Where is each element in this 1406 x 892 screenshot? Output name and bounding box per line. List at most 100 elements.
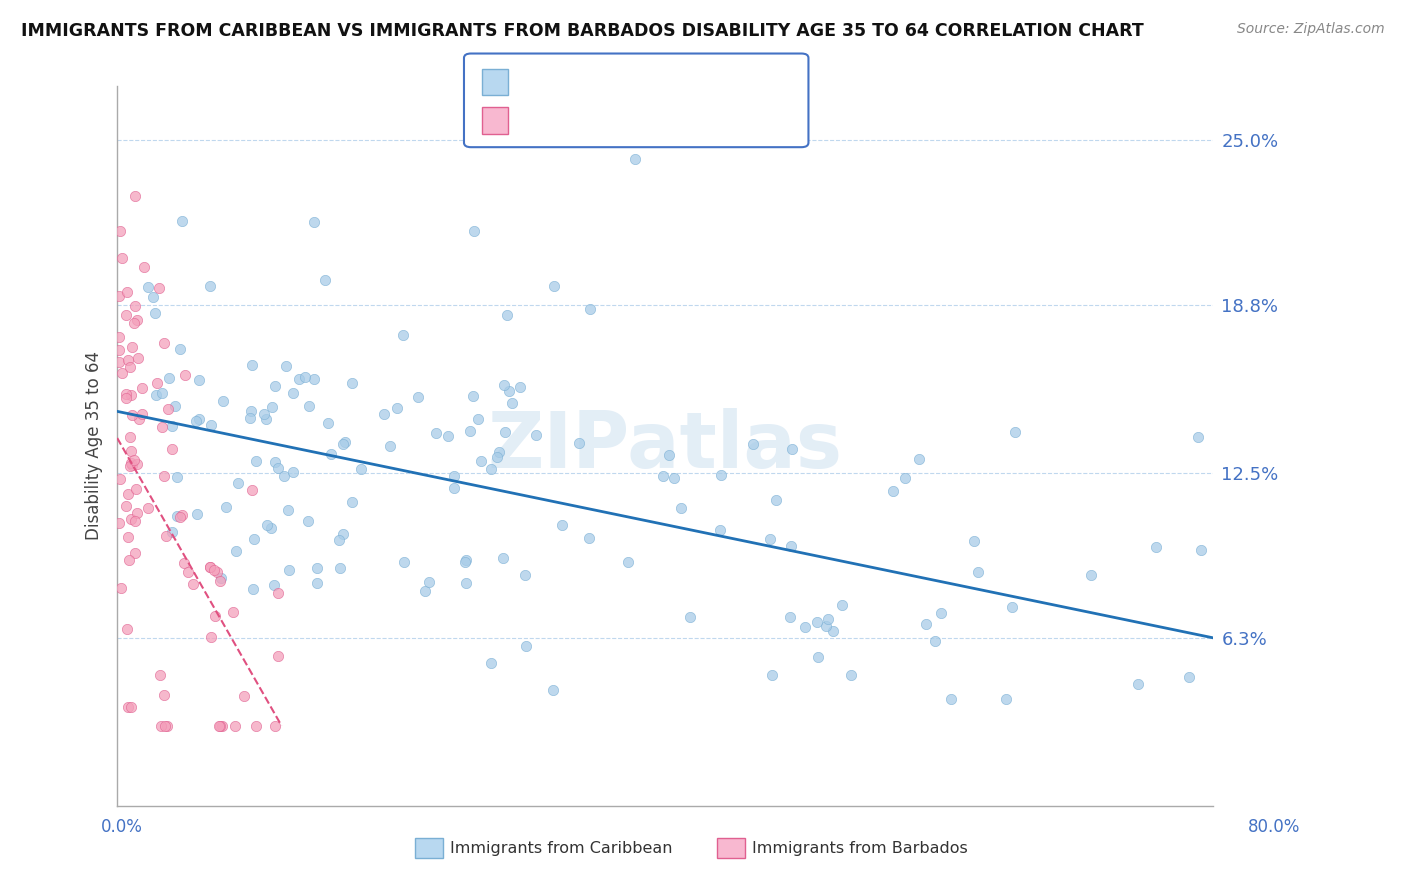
Point xyxy=(120,699,142,714)
Point xyxy=(831,598,853,612)
Point xyxy=(245,454,267,468)
Point xyxy=(765,492,787,507)
Point xyxy=(807,649,830,664)
Point xyxy=(242,582,264,597)
Point xyxy=(115,387,138,401)
Text: 0.0%: 0.0% xyxy=(101,818,143,836)
Y-axis label: Disability Age 35 to 64: Disability Age 35 to 64 xyxy=(86,351,103,541)
Point xyxy=(328,533,350,547)
Point xyxy=(148,667,170,681)
Point xyxy=(941,692,963,706)
Point xyxy=(200,630,222,644)
Point xyxy=(281,466,304,480)
Point xyxy=(914,616,936,631)
Point xyxy=(332,436,354,450)
Point xyxy=(321,447,343,461)
Point xyxy=(186,507,208,521)
Point xyxy=(314,273,336,287)
Point xyxy=(425,425,447,440)
Text: 146: 146 xyxy=(668,71,703,89)
Point xyxy=(211,570,233,584)
Point xyxy=(173,557,195,571)
Point xyxy=(578,531,600,545)
Point xyxy=(294,369,316,384)
Point xyxy=(125,506,148,520)
Point xyxy=(108,330,131,344)
Point xyxy=(929,606,952,620)
Point xyxy=(277,563,299,577)
Point xyxy=(239,410,262,425)
Point xyxy=(779,610,801,624)
Point xyxy=(150,719,173,733)
Point xyxy=(157,371,180,385)
Point xyxy=(176,565,198,579)
Point xyxy=(128,412,150,426)
Point xyxy=(117,699,139,714)
Point xyxy=(267,460,290,475)
Text: -0.159: -0.159 xyxy=(553,110,612,128)
Point xyxy=(169,510,191,524)
Point xyxy=(467,412,489,426)
Point xyxy=(108,343,131,357)
Point xyxy=(962,534,984,549)
Point xyxy=(121,458,143,472)
Text: N =: N = xyxy=(628,110,665,128)
Point xyxy=(117,353,139,368)
Point xyxy=(256,518,278,533)
Point xyxy=(127,351,149,366)
Point xyxy=(488,445,510,459)
Point xyxy=(172,213,194,227)
Point xyxy=(679,610,702,624)
Point xyxy=(120,444,142,458)
Point xyxy=(117,622,139,636)
Point xyxy=(260,401,283,415)
Point xyxy=(111,366,134,380)
Point xyxy=(110,224,132,238)
Text: -0.527: -0.527 xyxy=(553,71,612,89)
Point xyxy=(245,719,267,733)
Point xyxy=(780,540,803,554)
Point xyxy=(515,639,537,653)
Point xyxy=(454,555,477,569)
Text: N =: N = xyxy=(628,71,665,89)
Point xyxy=(543,683,565,698)
Point xyxy=(114,308,136,322)
Point xyxy=(225,543,247,558)
Point xyxy=(145,376,167,391)
Point xyxy=(1128,677,1150,691)
Point xyxy=(1080,567,1102,582)
Point xyxy=(463,224,485,238)
Point xyxy=(118,553,141,567)
Point xyxy=(124,546,146,560)
Point xyxy=(118,360,141,375)
Point xyxy=(443,468,465,483)
Point xyxy=(132,260,155,275)
Point xyxy=(252,407,274,421)
Point xyxy=(160,442,183,457)
Point xyxy=(120,430,142,444)
Point xyxy=(1189,542,1212,557)
Point xyxy=(108,355,131,369)
Point xyxy=(200,418,222,433)
Point xyxy=(150,420,173,434)
Point xyxy=(150,386,173,401)
Point xyxy=(108,516,131,530)
Point xyxy=(157,402,180,417)
Point xyxy=(117,530,139,544)
Point xyxy=(373,407,395,421)
Point xyxy=(274,359,297,374)
Point xyxy=(115,499,138,513)
Point xyxy=(297,514,319,528)
Point xyxy=(226,476,249,491)
Point xyxy=(513,568,536,582)
Point xyxy=(1144,540,1167,554)
Point xyxy=(209,719,232,733)
Point xyxy=(136,280,159,294)
Point xyxy=(267,585,290,599)
Point xyxy=(156,719,179,733)
Point xyxy=(122,316,145,330)
Point xyxy=(494,425,516,440)
Point xyxy=(806,615,828,629)
Point xyxy=(267,648,290,663)
Point xyxy=(120,387,142,401)
